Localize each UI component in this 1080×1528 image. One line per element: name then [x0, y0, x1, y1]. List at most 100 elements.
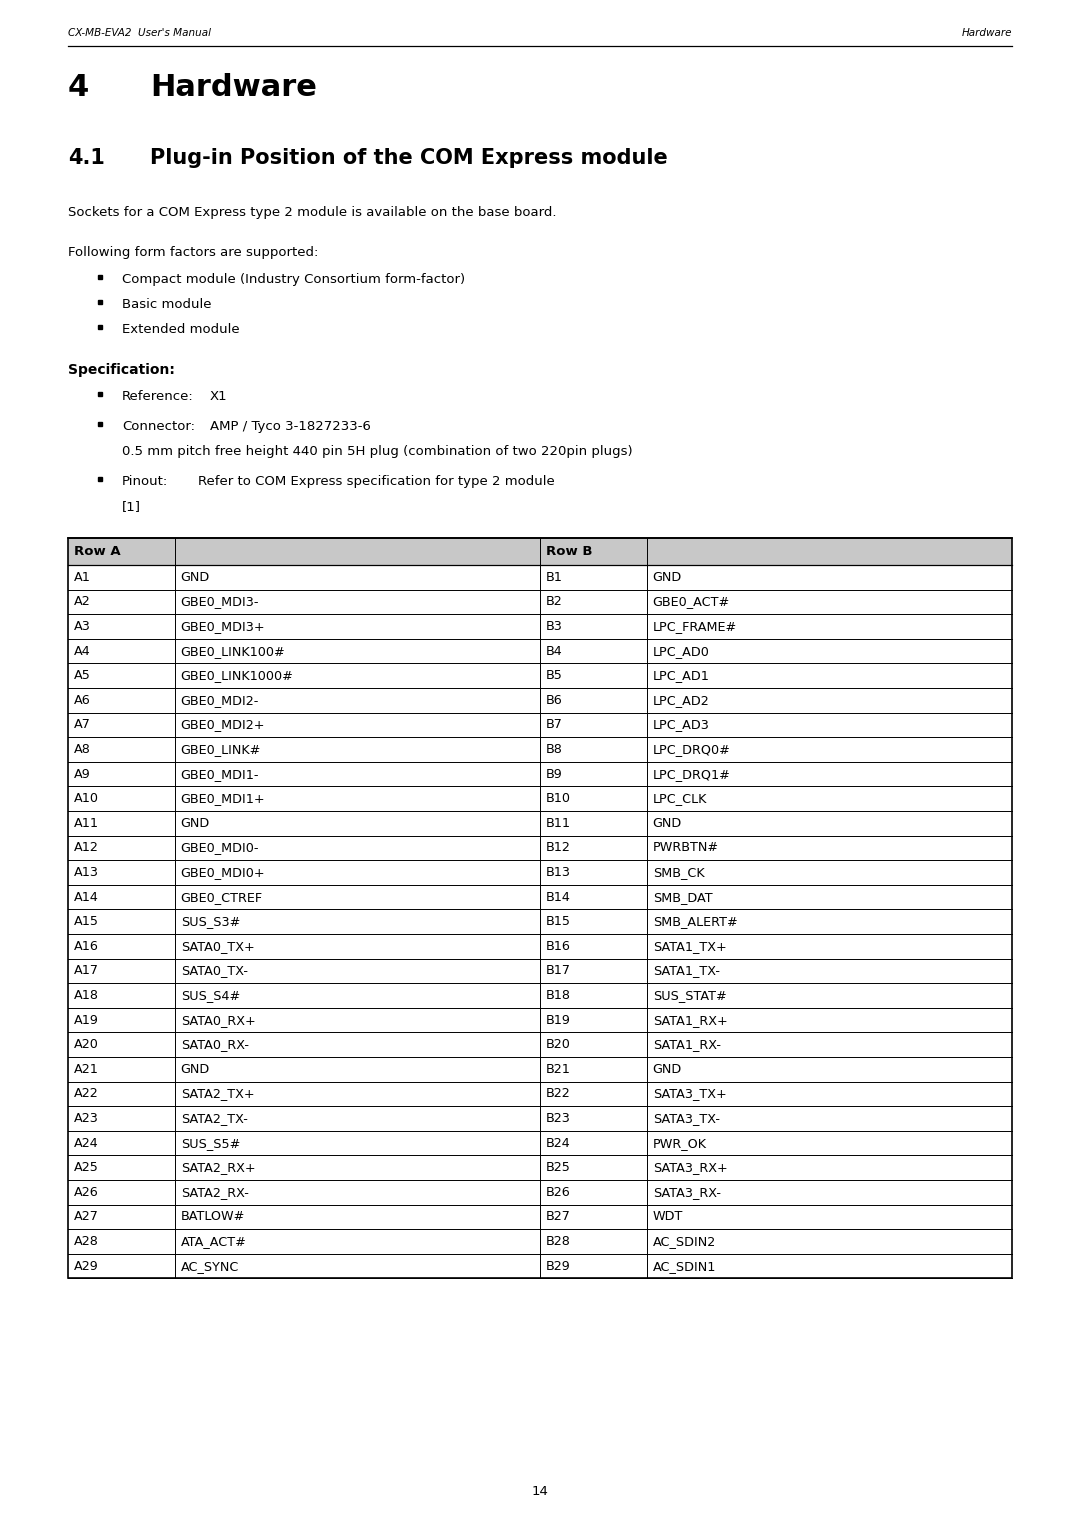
Text: WDT: WDT	[652, 1210, 683, 1224]
Bar	[68, 565, 1012, 590]
Text: PWR_OK: PWR_OK	[652, 1137, 706, 1149]
Text: GBE0_LINK100#: GBE0_LINK100#	[180, 645, 285, 657]
Bar	[68, 639, 1012, 663]
Text: X1: X1	[210, 390, 228, 403]
Text: B8: B8	[546, 743, 563, 756]
Text: [1]: [1]	[122, 500, 141, 513]
Text: SMB_ALERT#: SMB_ALERT#	[652, 915, 738, 927]
Text: Compact module (Industry Consortium form-factor): Compact module (Industry Consortium form…	[122, 274, 465, 286]
Text: B17: B17	[546, 964, 571, 978]
Text: 0.5 mm pitch free height 440 pin 5H plug (combination of two 220pin plugs): 0.5 mm pitch free height 440 pin 5H plug…	[122, 445, 633, 458]
Bar	[68, 1106, 1012, 1131]
Text: GND: GND	[652, 571, 681, 584]
Text: A13: A13	[75, 866, 99, 879]
Text: AC_SYNC: AC_SYNC	[180, 1259, 239, 1273]
Text: A16: A16	[75, 940, 99, 953]
Text: LPC_CLK: LPC_CLK	[652, 792, 707, 805]
Text: A22: A22	[75, 1088, 98, 1100]
Bar	[68, 736, 1012, 762]
Text: PWRBTN#: PWRBTN#	[652, 842, 718, 854]
Text: A8: A8	[75, 743, 91, 756]
Text: B2: B2	[546, 596, 563, 608]
Text: B23: B23	[546, 1112, 571, 1125]
Text: B28: B28	[546, 1235, 571, 1248]
Text: Reference:: Reference:	[122, 390, 193, 403]
Text: GND: GND	[652, 817, 681, 830]
Text: LPC_AD0: LPC_AD0	[652, 645, 710, 657]
Text: B13: B13	[546, 866, 571, 879]
Text: A3: A3	[75, 620, 91, 633]
Bar	[68, 885, 1012, 909]
Text: BATLOW#: BATLOW#	[180, 1210, 245, 1224]
Text: AC_SDIN1: AC_SDIN1	[652, 1259, 716, 1273]
Bar	[68, 590, 1012, 614]
Text: B9: B9	[546, 767, 563, 781]
Bar	[68, 762, 1012, 787]
Bar	[68, 1254, 1012, 1279]
Text: Pinout:: Pinout:	[122, 475, 168, 487]
Text: B12: B12	[546, 842, 571, 854]
Text: B4: B4	[546, 645, 563, 657]
Text: B18: B18	[546, 989, 571, 1002]
Text: GBE0_MDI1+: GBE0_MDI1+	[180, 792, 266, 805]
Text: SATA3_TX+: SATA3_TX+	[652, 1088, 727, 1100]
Text: Plug-in Position of the COM Express module: Plug-in Position of the COM Express modu…	[150, 148, 667, 168]
Text: SATA1_TX+: SATA1_TX+	[652, 940, 727, 953]
Text: A6: A6	[75, 694, 91, 707]
Text: B1: B1	[546, 571, 563, 584]
Text: GND: GND	[180, 571, 210, 584]
Text: GBE0_MDI3-: GBE0_MDI3-	[180, 596, 259, 608]
Text: SATA1_RX-: SATA1_RX-	[652, 1038, 720, 1051]
Text: A21: A21	[75, 1063, 99, 1076]
Bar	[68, 1008, 1012, 1033]
Text: SATA0_RX-: SATA0_RX-	[180, 1038, 248, 1051]
Text: Hardware: Hardware	[961, 28, 1012, 38]
Bar	[68, 538, 1012, 1279]
Bar	[68, 934, 1012, 958]
Bar	[68, 983, 1012, 1008]
Bar	[68, 836, 1012, 860]
Text: SATA2_RX+: SATA2_RX+	[180, 1161, 255, 1174]
Text: A11: A11	[75, 817, 99, 830]
Text: B3: B3	[546, 620, 563, 633]
Text: Refer to COM Express specification for type 2 module: Refer to COM Express specification for t…	[198, 475, 555, 487]
Text: AMP / Tyco 3-1827233-6: AMP / Tyco 3-1827233-6	[210, 420, 370, 432]
Text: A17: A17	[75, 964, 99, 978]
Text: SMB_CK: SMB_CK	[652, 866, 704, 879]
Text: LPC_FRAME#: LPC_FRAME#	[652, 620, 737, 633]
Text: A7: A7	[75, 718, 91, 732]
Text: SATA3_RX+: SATA3_RX+	[652, 1161, 728, 1174]
Text: 4.1: 4.1	[68, 148, 105, 168]
Text: LPC_AD2: LPC_AD2	[652, 694, 710, 707]
Text: A12: A12	[75, 842, 99, 854]
Text: B5: B5	[546, 669, 563, 681]
Text: A18: A18	[75, 989, 99, 1002]
Text: B25: B25	[546, 1161, 571, 1174]
Text: GND: GND	[652, 1063, 681, 1076]
Bar	[68, 860, 1012, 885]
Text: A25: A25	[75, 1161, 99, 1174]
Text: A4: A4	[75, 645, 91, 657]
Bar	[68, 1131, 1012, 1155]
Text: LPC_DRQ1#: LPC_DRQ1#	[652, 767, 730, 781]
Text: Extended module: Extended module	[122, 322, 240, 336]
Bar	[68, 811, 1012, 836]
Text: 4: 4	[68, 73, 90, 102]
Bar	[68, 688, 1012, 712]
Text: A1: A1	[75, 571, 91, 584]
Text: GND: GND	[180, 817, 210, 830]
Text: A9: A9	[75, 767, 91, 781]
Text: LPC_AD1: LPC_AD1	[652, 669, 710, 681]
Text: LPC_AD3: LPC_AD3	[652, 718, 710, 732]
Text: SATA2_RX-: SATA2_RX-	[180, 1186, 248, 1199]
Text: B16: B16	[546, 940, 571, 953]
Text: SUS_S3#: SUS_S3#	[180, 915, 240, 927]
Text: GBE0_MDI3+: GBE0_MDI3+	[180, 620, 266, 633]
Text: ATA_ACT#: ATA_ACT#	[180, 1235, 246, 1248]
Text: A29: A29	[75, 1259, 98, 1273]
Text: SATA0_TX-: SATA0_TX-	[180, 964, 247, 978]
Text: GBE0_MDI2-: GBE0_MDI2-	[180, 694, 259, 707]
Text: A20: A20	[75, 1038, 99, 1051]
Text: B21: B21	[546, 1063, 571, 1076]
Text: A10: A10	[75, 792, 99, 805]
